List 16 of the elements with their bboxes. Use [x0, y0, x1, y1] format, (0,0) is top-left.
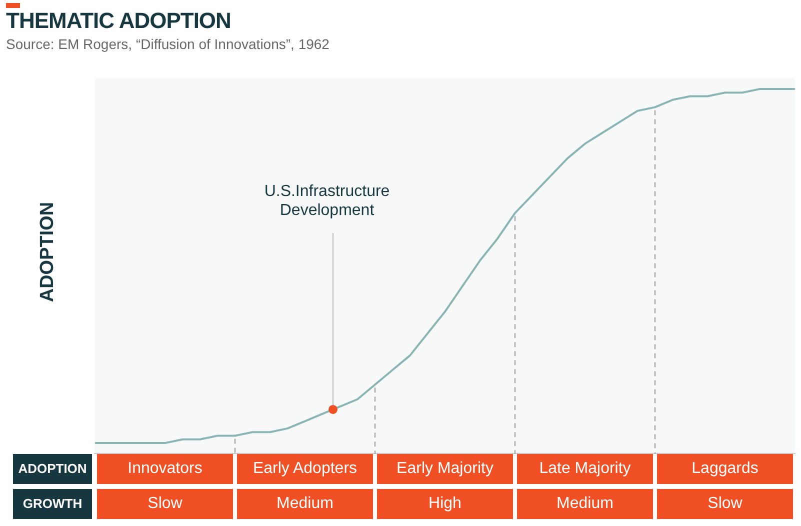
- text: Early Majority: [377, 454, 513, 484]
- text: Slow: [97, 489, 233, 519]
- annotation: U.S.Infrastructure Development: [264, 183, 390, 219]
- text: Late Majority: [517, 454, 653, 484]
- text: Slow: [657, 489, 793, 519]
- text: High: [377, 489, 513, 519]
- text: Laggards: [657, 454, 793, 484]
- chart-title: THEMATIC ADOPTION: [6, 8, 231, 34]
- y-axis-title: ADOPTION: [37, 202, 59, 302]
- text: Medium: [517, 489, 653, 519]
- text: ADOPTION: [13, 454, 92, 484]
- text: Innovators: [97, 454, 233, 484]
- source-note: Source: EM Rogers, “Diffusion of Innovations”, 1962: [6, 36, 330, 52]
- text: GROWTH: [13, 489, 92, 519]
- text: Medium: [237, 489, 373, 519]
- text: Early Adopters: [237, 454, 373, 484]
